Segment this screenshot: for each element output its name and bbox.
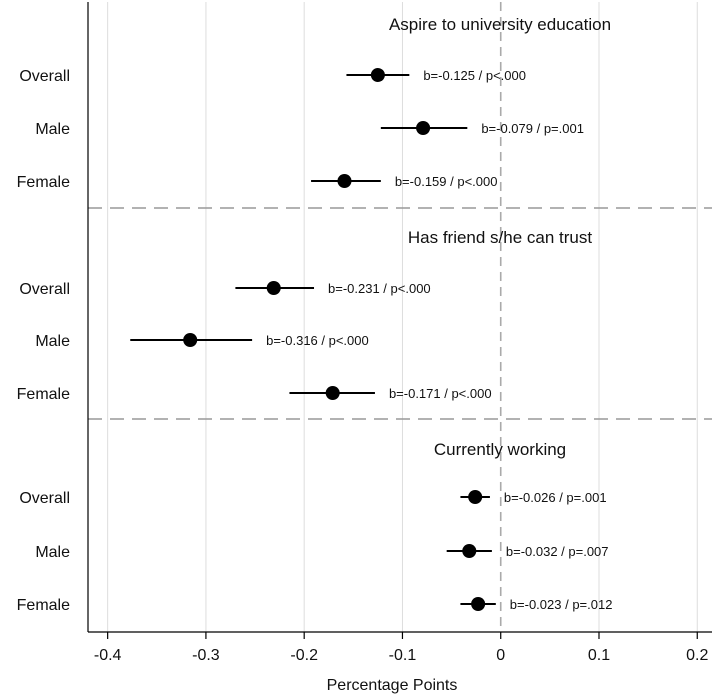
x-tick-label: 0.1	[588, 647, 610, 664]
point-estimate	[337, 174, 352, 188]
coefficient-annotation: b=-0.079 / p=.001	[481, 121, 584, 136]
x-tick-label: -0.2	[290, 647, 318, 664]
point-estimate	[266, 281, 281, 295]
point-estimate	[370, 68, 385, 82]
coefficient-annotation: b=-0.159 / p<.000	[395, 174, 498, 189]
panel-title: Currently working	[434, 440, 566, 459]
row-label: Female	[17, 597, 70, 614]
row-label: Overall	[19, 68, 70, 85]
row-label: Overall	[19, 490, 70, 507]
coefficient-annotation: b=-0.171 / p<.000	[389, 386, 492, 401]
x-axis-title: Percentage Points	[327, 677, 458, 694]
x-tick-label: 0.2	[686, 647, 708, 664]
row-label: Female	[17, 174, 70, 191]
point-estimate	[471, 597, 486, 611]
coefficient-annotation: b=-0.023 / p=.012	[510, 597, 613, 612]
coefficient-annotation: b=-0.032 / p=.007	[506, 544, 609, 559]
point-estimate	[468, 490, 483, 504]
x-tick-label: 0	[496, 647, 505, 664]
x-tick-label: -0.4	[94, 647, 122, 664]
row-label: Female	[17, 386, 70, 403]
point-estimate	[416, 121, 431, 135]
row-label: Male	[35, 121, 70, 138]
point-estimate	[462, 544, 477, 558]
x-tick-label: -0.1	[389, 647, 417, 664]
coefficient-annotation: b=-0.026 / p=.001	[504, 490, 607, 505]
point-estimate	[325, 386, 340, 400]
coefficient-annotation: b=-0.231 / p<.000	[328, 281, 431, 296]
row-label: Male	[35, 544, 70, 561]
panel-title: Has friend s/he can trust	[408, 228, 593, 247]
panel-title: Aspire to university education	[389, 15, 611, 34]
row-label: Male	[35, 333, 70, 350]
row-label: Overall	[19, 281, 70, 298]
point-estimate	[183, 333, 198, 347]
coefficient-annotation: b=-0.125 / p<.000	[423, 68, 526, 83]
coefficient-annotation: b=-0.316 / p<.000	[266, 333, 369, 348]
x-tick-label: -0.3	[192, 647, 220, 664]
